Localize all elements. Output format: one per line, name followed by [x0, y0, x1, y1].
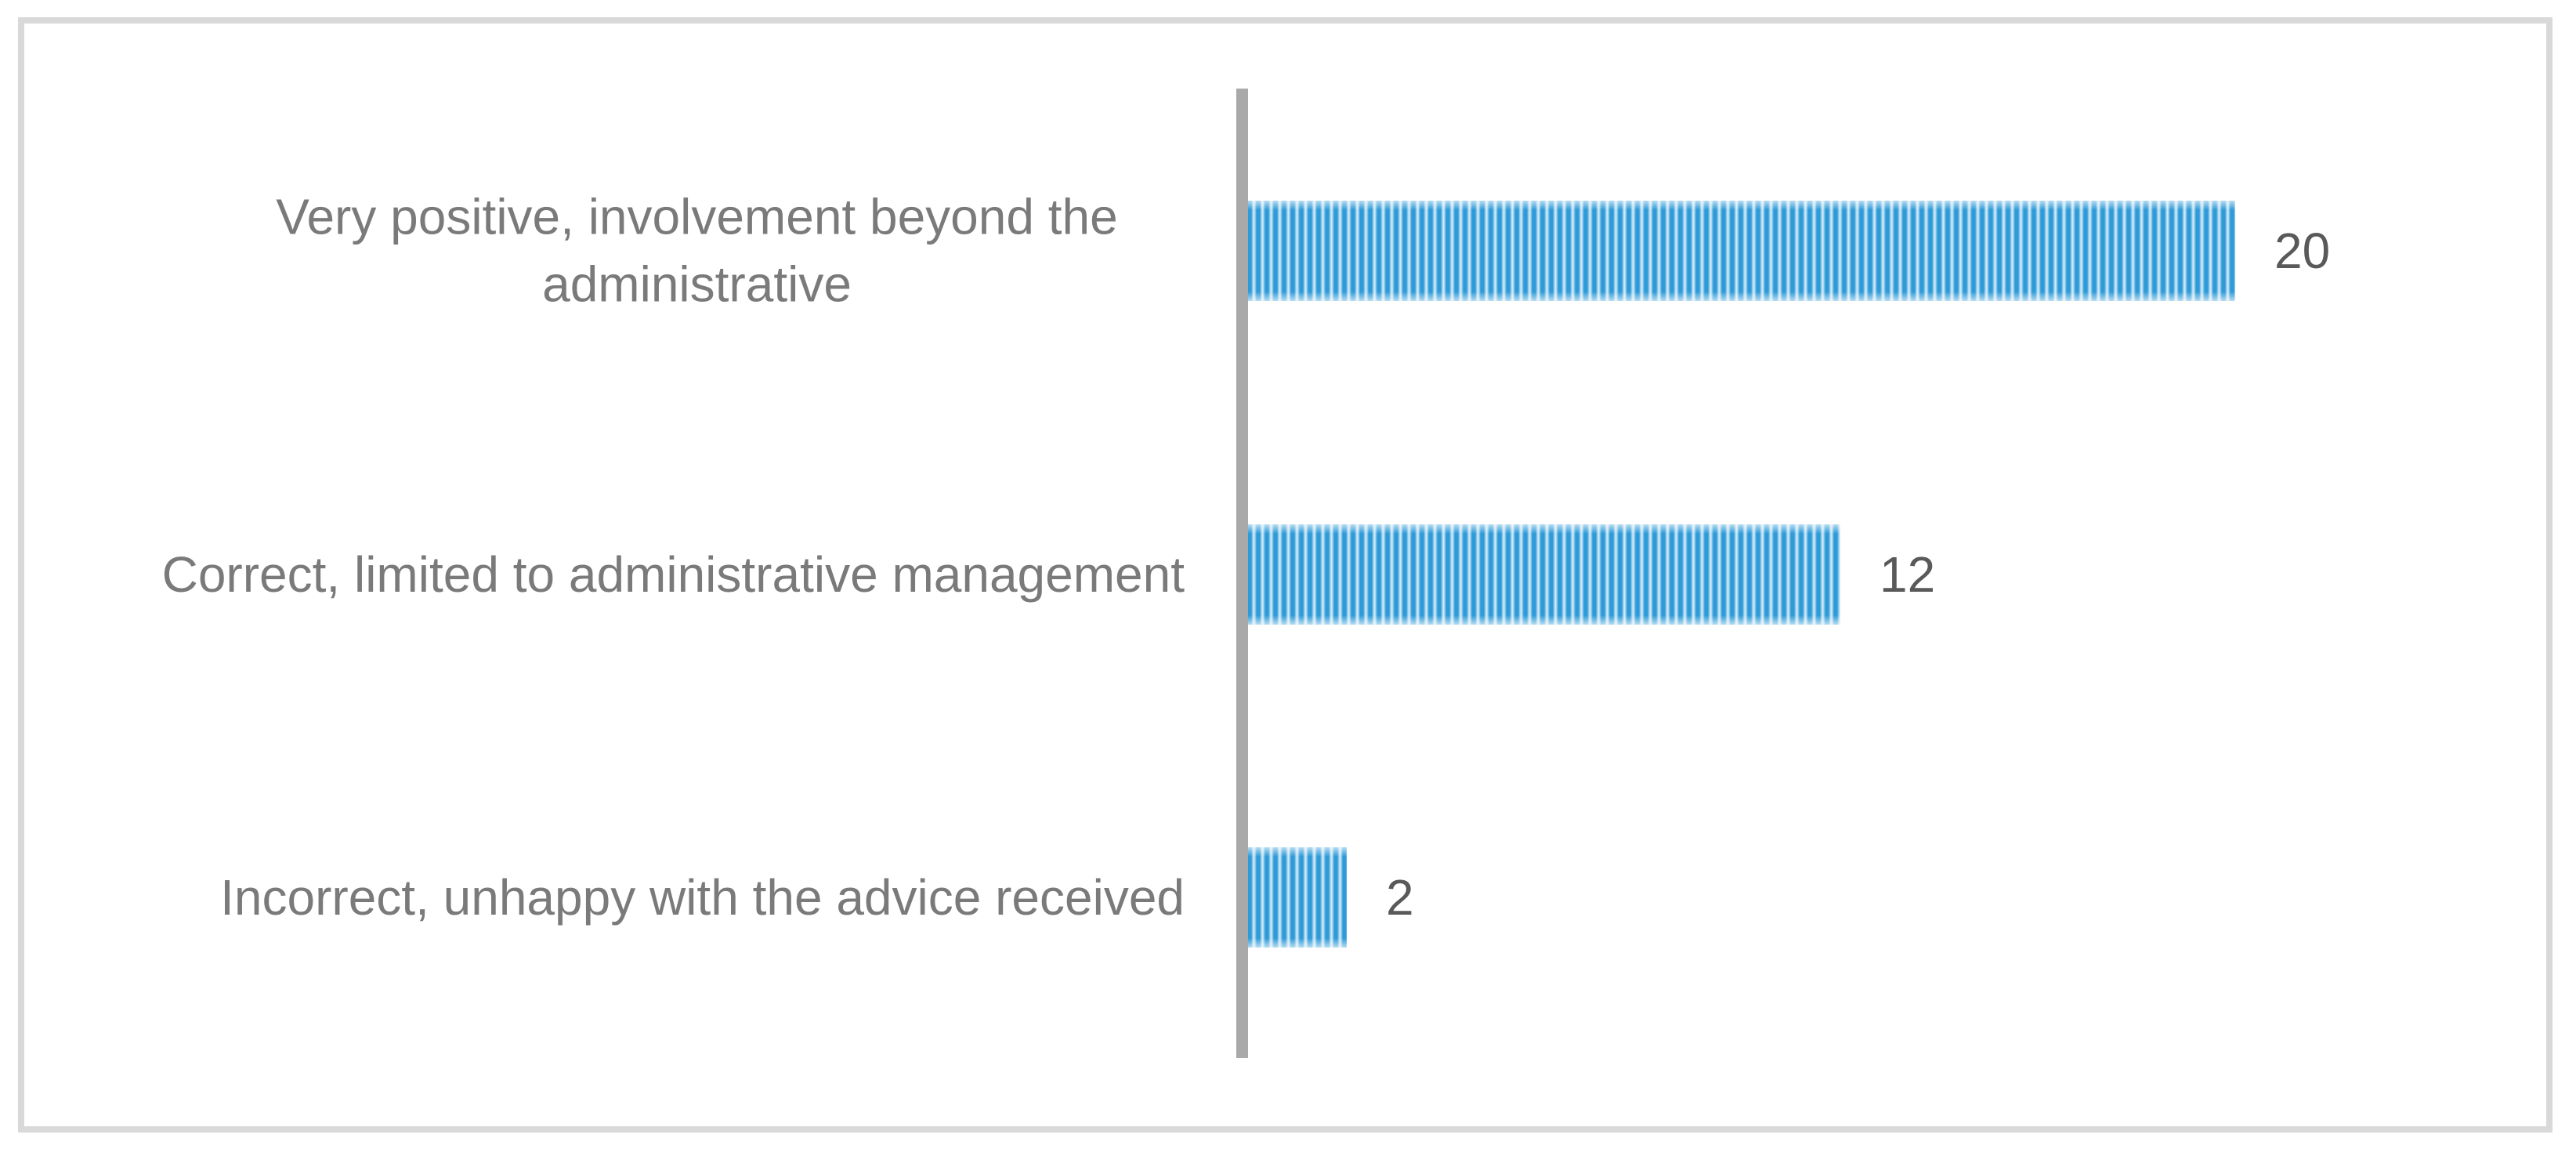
value-label: 2 — [1386, 869, 1414, 926]
category-axis-line — [1236, 89, 1248, 1058]
category-label: Very positive, involvement beyond the ad… — [276, 188, 1118, 313]
bar — [1248, 847, 1347, 948]
category-label: Incorrect, unhappy with the advice recei… — [220, 868, 1185, 926]
value-label: 12 — [1880, 546, 1936, 603]
category-label: Correct, limited to administrative manag… — [161, 546, 1185, 603]
bar — [1248, 201, 2235, 301]
value-label: 20 — [2274, 223, 2331, 279]
bar — [1248, 524, 1840, 625]
